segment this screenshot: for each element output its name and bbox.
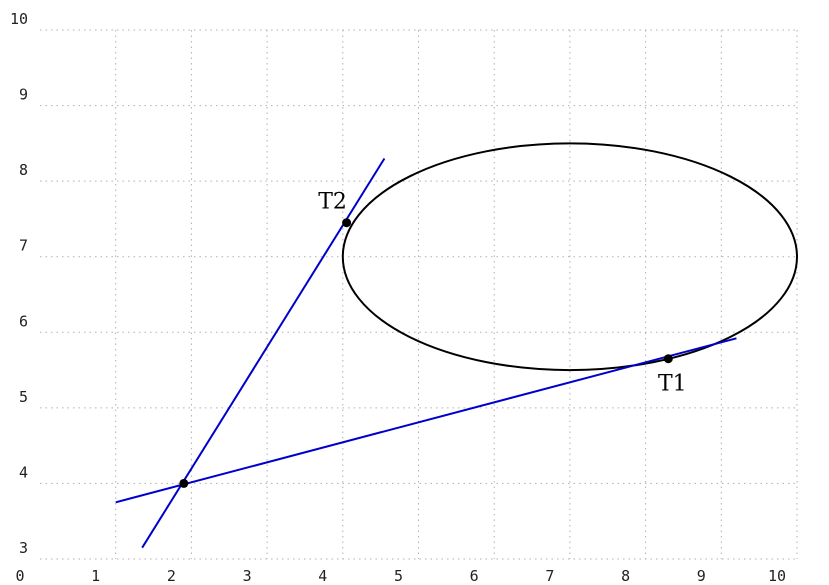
x-tick-label: 10 [768, 567, 786, 585]
y-tick-label: 7 [19, 237, 28, 255]
tangent-point-t1 [663, 354, 673, 364]
point-label-t2: T2 [318, 190, 347, 215]
x-tick-label: 2 [167, 567, 176, 585]
x-tick-label: 1 [91, 567, 100, 585]
grid [40, 29, 798, 560]
x-tick-label: 0 [15, 567, 24, 585]
y-tick-label: 5 [19, 388, 28, 406]
tangent-line-1 [115, 337, 737, 504]
tangent-line-2 [141, 157, 386, 549]
y-axis-ticks: 3 4 5 6 7 8 9 10 [10, 10, 28, 557]
y-tick-label: 4 [19, 463, 28, 481]
x-axis-ticks: 0 1 2 3 4 5 6 7 8 9 10 [15, 567, 786, 585]
x-tick-label: 8 [621, 567, 630, 585]
y-tick-label: 10 [10, 10, 28, 28]
tangent-point-t2 [342, 218, 352, 228]
x-tick-label: 4 [318, 567, 327, 585]
x-tick-label: 6 [470, 567, 479, 585]
external-point [179, 478, 189, 488]
tangent-lines [115, 157, 737, 549]
y-tick-label: 6 [19, 312, 28, 330]
points: T1 T2 [179, 190, 687, 488]
x-tick-label: 3 [243, 567, 252, 585]
y-tick-label: 8 [19, 161, 28, 179]
x-tick-label: 5 [394, 567, 403, 585]
y-tick-label: 9 [19, 86, 28, 104]
x-tick-label: 9 [697, 567, 706, 585]
point-label-t1: T1 [658, 372, 687, 397]
ellipse-curve [341, 142, 799, 372]
y-tick-label: 3 [19, 539, 28, 557]
x-tick-label: 7 [545, 567, 554, 585]
